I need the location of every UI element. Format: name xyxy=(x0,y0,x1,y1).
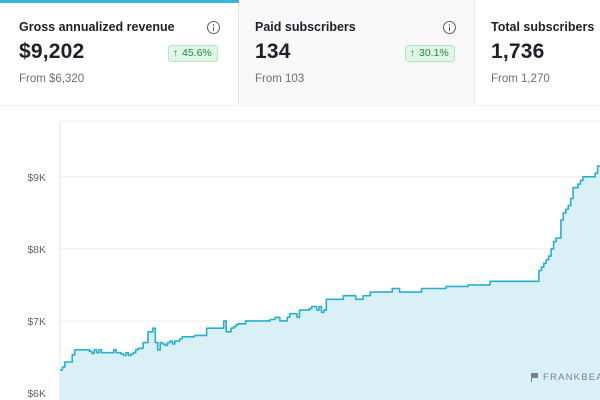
metric-card-paid-subscribers[interactable]: Paid subscribers 134 ↑ 30.1% From 103 xyxy=(239,0,475,105)
change-badge: ↑ 45.6% xyxy=(168,45,218,62)
y-tick-label: $9K xyxy=(27,172,46,184)
metric-card-total-subscribers[interactable]: Total subscribers 1,736 From 1,270 xyxy=(475,0,600,105)
area-fill xyxy=(60,166,600,400)
y-tick-label: $7K xyxy=(27,316,46,328)
metric-from: From 1,270 xyxy=(491,73,550,85)
metric-value: 1,736 xyxy=(491,40,545,63)
change-value: 30.1% xyxy=(419,47,449,59)
change-value: 45.6% xyxy=(182,47,212,59)
revenue-chart: $6K $7K $8K $9K xyxy=(27,120,600,400)
change-badge: ↑ 30.1% xyxy=(405,45,455,62)
metric-card-gross-revenue[interactable]: Gross annualized revenue $9,202 ↑ 45.6% … xyxy=(0,0,239,105)
revenue-line xyxy=(60,165,600,371)
metric-label: Paid subscribers xyxy=(255,20,356,34)
metric-value: 134 xyxy=(255,40,291,63)
flag-icon xyxy=(531,373,539,382)
metric-from: From $6,320 xyxy=(19,73,85,85)
watermark-text: FRANKBEAR xyxy=(543,372,600,383)
metric-label: Total subscribers xyxy=(491,20,595,34)
chart-panel: $6K $7K $8K $9K FRANKBEAR xyxy=(0,106,600,400)
metrics-cards: Gross annualized revenue $9,202 ↑ 45.6% … xyxy=(0,0,600,105)
arrow-up-icon: ↑ xyxy=(410,48,415,59)
metric-value: $9,202 xyxy=(19,40,85,63)
metric-label: Gross annualized revenue xyxy=(19,20,175,34)
metric-from: From 103 xyxy=(255,73,305,85)
y-tick-label: $6K xyxy=(27,388,46,400)
info-icon[interactable] xyxy=(207,21,220,34)
y-tick-label: $8K xyxy=(27,244,46,256)
arrow-up-icon: ↑ xyxy=(173,48,178,59)
watermark: FRANKBEAR xyxy=(531,372,600,383)
info-icon[interactable] xyxy=(443,21,456,34)
